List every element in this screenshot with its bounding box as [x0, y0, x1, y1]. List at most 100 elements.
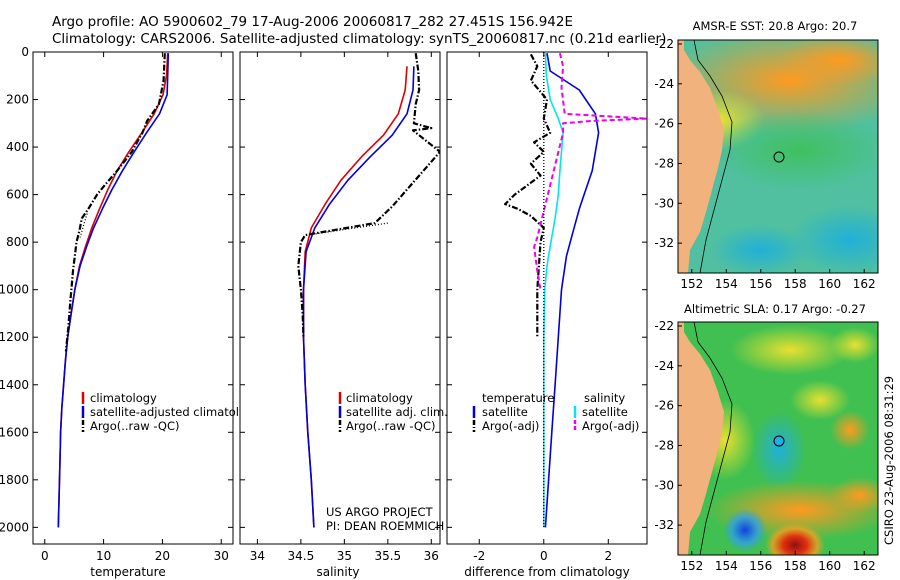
map-x-tick-label: 160: [818, 277, 841, 291]
map-x-tick-label: 160: [818, 559, 841, 573]
salinity-axes-frame: [239, 51, 441, 545]
y-tick-label: 1400: [0, 378, 29, 392]
salinity-xlabel: salinity: [316, 565, 359, 579]
sst-green-middle: [710, 110, 878, 190]
difference-legend: temperature satellite Argo(-adj) salinit…: [472, 391, 639, 433]
map-y-tick-label: -30: [654, 478, 674, 492]
y-tick-label: 800: [6, 235, 29, 249]
legend-label-climatology: climatology: [346, 391, 413, 405]
sla-float-marker: [773, 435, 785, 447]
difference-xlabel: difference from climatology: [464, 565, 630, 579]
x-tick-label: 10: [96, 549, 111, 563]
map-x-tick-label: 154: [715, 277, 738, 291]
sla-yellow-north: [730, 325, 850, 375]
legend-label-climatology: climatology: [90, 391, 157, 405]
map-y-tick-label: -26: [654, 117, 674, 131]
legend-label-satellite: satellite-adjusted climatology: [90, 405, 260, 419]
sst-shelf-contour: [693, 40, 733, 273]
map-x-tick-label: 154: [715, 559, 738, 573]
y-tick-label: 200: [6, 93, 29, 107]
salinity-panel: 34 34.5 35 35.5 36 salinity climatology sate…: [239, 51, 448, 579]
sla-map-field: [678, 322, 878, 555]
map-y-tick-label: -26: [654, 399, 674, 413]
map-x-tick-label: 162: [853, 559, 876, 573]
map-y-tick-label: -22: [654, 37, 674, 51]
legend-label-t-argo: Argo(-adj): [482, 419, 539, 433]
y-tick-label: 600: [6, 188, 29, 202]
series-line-temperature-satellite: [544, 53, 600, 528]
temperature-panel: 0 10 20 30 0 200 400 600 800 1000 1200 1400 1600 1800…: [0, 45, 260, 579]
temperature-xlabel: temperature: [90, 565, 165, 579]
csiro-timestamp: CSIRO 23-Aug-2006 08:31:29: [882, 376, 896, 545]
legend-heading-temperature: temperature: [482, 391, 554, 405]
sla-orange-east: [830, 410, 870, 450]
map-x-tick-label: 158: [784, 559, 807, 573]
x-tick-label: 20: [155, 549, 170, 563]
sst-cool-south: [790, 205, 878, 273]
sst-warm-northeast: [780, 40, 878, 85]
map-x-tick-label: 158: [784, 277, 807, 291]
y-tick-label: 2000: [0, 520, 29, 534]
legend-label-s-satellite: satellite: [582, 405, 628, 419]
map-y-tick-label: -28: [654, 438, 674, 452]
salinity-lines: [297, 53, 440, 528]
sla-map-frame: [677, 321, 879, 556]
salinity-legend: climatology satellite adj. clim. Argo(..…: [338, 391, 448, 433]
legend-heading-salinity: salinity: [584, 391, 625, 405]
map-x-tick-label: 156: [749, 559, 772, 573]
y-tick-label: 1000: [0, 283, 29, 297]
map-y-tick-label: -24: [654, 359, 674, 373]
map-y-tick-label: -22: [654, 319, 674, 333]
legend-label-s-argo: Argo(-adj): [582, 419, 639, 433]
figure-title-line-2: Climatology: CARS2006. Satellite-adjuste…: [52, 31, 666, 47]
map-x-tick-label: 156: [749, 277, 772, 291]
series-line-satellite-adj-clim-: [302, 66, 415, 528]
series-line-satellite-adjusted-climatology: [57, 53, 170, 528]
sst-map-frame: [677, 39, 879, 274]
series-line-argo-raw-qc-: [64, 53, 166, 352]
x-tick-label: 34.5: [288, 549, 315, 563]
y-tick-label: 1800: [0, 473, 29, 487]
legend-label-argo: Argo(..raw -QC): [90, 419, 180, 433]
x-tick-label: 2: [604, 549, 612, 563]
difference-panel: -2 0 2 difference from climatology tempera…: [446, 51, 648, 579]
sst-map-field: [678, 40, 878, 273]
temperature-lines: [57, 53, 170, 528]
pi-credit: PI: DEAN ROEMMICH: [326, 519, 444, 533]
series-line-argo-dotted: [79, 213, 88, 238]
sla-land: [678, 322, 724, 555]
project-credit: US ARGO PROJECT: [326, 505, 434, 519]
x-tick-label: 36: [424, 549, 439, 563]
x-tick-label: 30: [214, 549, 229, 563]
sla-orange-southeast: [830, 477, 878, 513]
y-tick-label: 1200: [0, 330, 29, 344]
difference-ticks: -2 0 2: [447, 51, 647, 563]
sla-yellow-northeast: [830, 327, 878, 363]
sst-cool-southwest: [710, 225, 810, 273]
difference-lines: [504, 52, 647, 528]
x-tick-label: 35.5: [374, 549, 401, 563]
map-y-tick-label: -32: [654, 236, 674, 250]
y-tick-label: 400: [6, 140, 29, 154]
salinity-ticks: 34 34.5 35 35.5 36: [240, 51, 440, 563]
map-x-tick-label: 152: [680, 277, 703, 291]
temperature-ticks: 0 10 20 30 0 200 400 600 800 1000 1200 1400 1600 1800…: [0, 45, 233, 563]
legend-label-t-satellite: satellite: [482, 405, 528, 419]
x-tick-label: 35: [337, 549, 352, 563]
series-line-argo-raw-qc-: [297, 53, 440, 338]
sst-map-ticks: 152 154 156 158 160 162 -22 -24 -26 -28 -30 -32: [654, 37, 875, 291]
legend-label-argo: Argo(..raw -QC): [346, 419, 436, 433]
temperature-legend: climatology satellite-adjusted climatolo…: [81, 391, 260, 433]
sla-map-panel: Altimetric SLA: 0.17 Argo: -0.27 152 154 1…: [654, 302, 879, 573]
temperature-axes-frame: [32, 51, 234, 545]
map-x-tick-label: 162: [853, 277, 876, 291]
y-tick-label: 1600: [0, 425, 29, 439]
series-line-salinity-satellite: [542, 53, 564, 528]
x-tick-label: 34: [250, 549, 265, 563]
map-x-tick-label: 152: [680, 559, 703, 573]
sla-map-ticks: 152 154 156 158 160 162 -22 -24 -26 -28 -30 -32: [654, 319, 875, 573]
y-tick-label: 0: [21, 45, 29, 59]
sla-blue-eddy: [723, 508, 767, 552]
sst-float-marker: [773, 151, 785, 163]
